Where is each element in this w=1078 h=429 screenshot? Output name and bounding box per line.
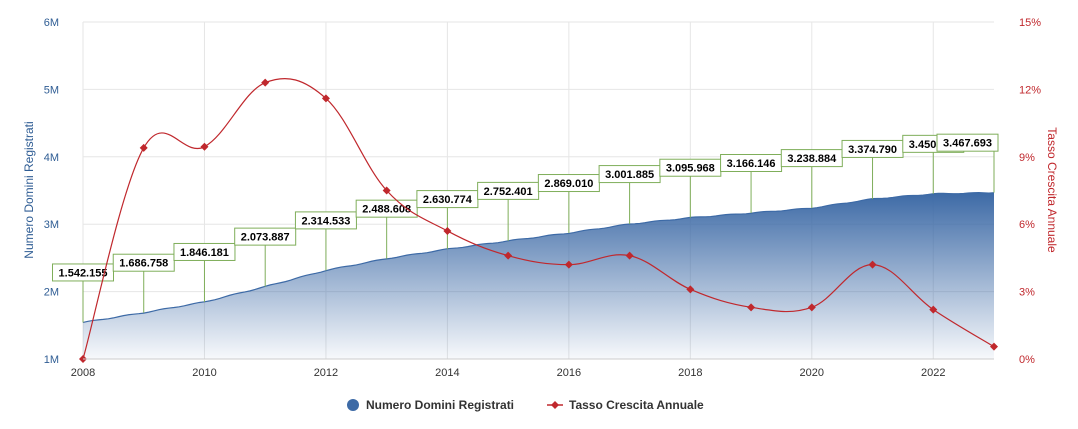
x-tick-label: 2012 [314, 367, 338, 379]
y-axis-right-title: Tasso Crescita Annuale [1045, 127, 1059, 253]
legend-item-line[interactable]: Tasso Crescita Annuale [547, 398, 704, 412]
x-tick-label: 2010 [192, 367, 216, 379]
area-series-line [82, 192, 995, 324]
data-label: 2.752.401 [484, 186, 533, 198]
y-axis-left-title: Numero Domini Registrati [22, 121, 36, 258]
data-label-box [52, 263, 114, 282]
x-tick-label: 2008 [71, 367, 95, 379]
data-label: 1.686.758 [119, 258, 168, 270]
data-label-box [936, 133, 999, 152]
y-tick-right: 15% [1019, 17, 1041, 29]
y-tick-left: 1M [44, 354, 59, 366]
data-label: 2.869.010 [544, 178, 593, 190]
line-series-layer [79, 77, 998, 363]
legend: Numero Domini Registrati Tasso Crescita … [347, 398, 704, 412]
growth-rate-point [321, 94, 330, 103]
legend-area-label: Numero Domini Registrati [366, 398, 514, 412]
y-tick-right: 9% [1019, 152, 1035, 164]
data-label-layer: 1.542.155 1.686.758 1.846.181 2.073.887 2.31… [52, 133, 999, 323]
y-tick-right: 3% [1019, 287, 1035, 299]
y-tick-right: 6% [1019, 219, 1035, 231]
data-label: 2.073.887 [241, 232, 290, 244]
legend-diamond-marker [551, 401, 559, 409]
x-tick-label: 2018 [678, 367, 702, 379]
growth-rate-point [747, 303, 756, 312]
growth-rate-point [443, 226, 452, 235]
data-label: 3.001.885 [605, 169, 654, 181]
data-label: 1.846.181 [180, 247, 229, 259]
data-label: 3.238.884 [787, 153, 837, 165]
growth-rate-point [139, 143, 148, 152]
y-tick-left: 5M [44, 84, 59, 96]
data-label: 3.374.790 [848, 144, 897, 156]
data-label-box [112, 253, 175, 272]
x-tick-label: 2022 [921, 367, 945, 379]
y-tick-left: 2M [44, 287, 59, 299]
data-label: 3.166.146 [727, 158, 776, 170]
y-tick-left: 3M [44, 219, 59, 231]
growth-rate-point [625, 251, 634, 260]
growth-rate-point [261, 78, 270, 87]
growth-rate-point [504, 251, 513, 260]
x-tick-label: 2016 [557, 367, 581, 379]
data-label: 1.542.155 [59, 267, 108, 279]
data-label: 2.314.533 [301, 215, 350, 227]
x-tick-label: 2020 [800, 367, 824, 379]
data-label: 3.095.968 [666, 163, 715, 175]
x-tick-label: 2014 [435, 367, 459, 379]
y-tick-right: 12% [1019, 84, 1041, 96]
data-label: 2.630.774 [423, 194, 473, 206]
growth-rate-point [868, 260, 877, 269]
growth-rate-point [200, 142, 209, 151]
growth-rate-point [929, 305, 938, 314]
axis-layer: 1M 2M 3M 4M 5M 6M 0% 3% 6% 9% 12% 15% 2008 2010 2012 20… [44, 17, 1042, 379]
data-label-box [294, 211, 357, 230]
data-label: 2.488.608 [362, 204, 411, 216]
y-tick-left: 4M [44, 152, 59, 164]
data-label-box [173, 242, 236, 261]
growth-rate-point [564, 260, 573, 269]
data-label-box [234, 227, 297, 246]
area-series-layer [82, 192, 995, 359]
legend-item-area[interactable]: Numero Domini Registrati [347, 398, 514, 412]
growth-rate-point [990, 342, 998, 351]
growth-rate-point [807, 303, 816, 312]
data-label: 3.467.693 [943, 138, 992, 150]
legend-line-label: Tasso Crescita Annuale [569, 398, 704, 412]
y-tick-right: 0% [1019, 354, 1035, 366]
y-tick-left: 6M [44, 17, 59, 29]
growth-rate-point [686, 285, 695, 294]
area-fill [83, 192, 994, 359]
growth-rate-point [382, 186, 391, 195]
data-label-box [780, 149, 843, 168]
legend-area-marker [347, 399, 359, 411]
